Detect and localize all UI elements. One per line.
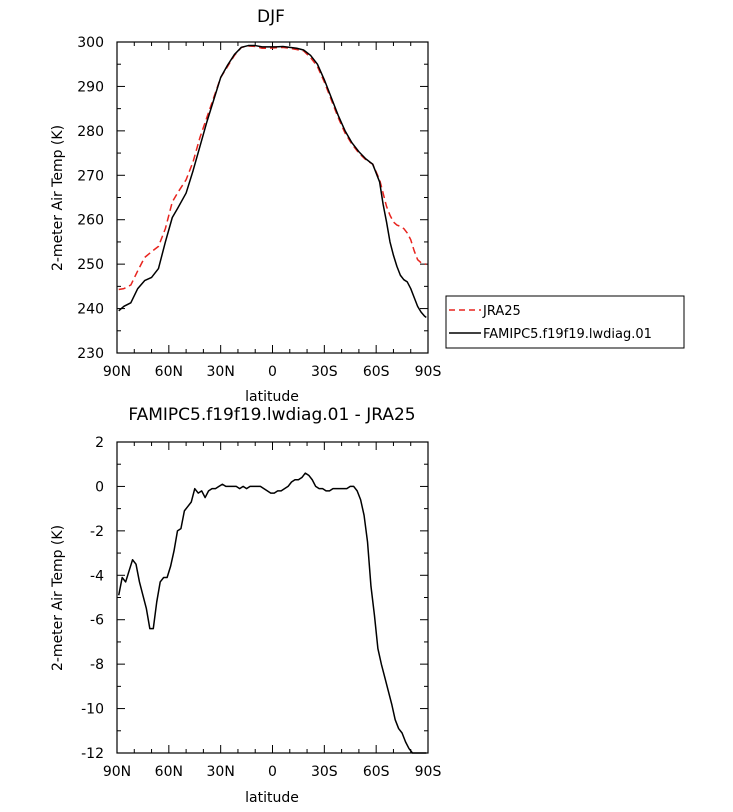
- y-tick-label: 300: [77, 35, 104, 51]
- y-tick-label: -2: [90, 524, 104, 540]
- y-tick-label: 280: [77, 124, 104, 140]
- x-tick-label: 30S: [311, 764, 338, 780]
- bottom-tick-labels: 90N 60N 30N 0 30S 60S 90S -12 -10 -8 -6 -4 -2 0 2: [81, 435, 441, 780]
- legend-label-model: FAMIPC5.f19f19.lwdiag.01: [483, 327, 652, 342]
- legend: JRA25 FAMIPC5.f19f19.lwdiag.01: [445, 295, 685, 349]
- y-tick-label: 230: [77, 346, 104, 362]
- y-tick-label: 260: [77, 213, 104, 229]
- top-title: DJF: [257, 7, 285, 27]
- x-tick-label: 0: [268, 364, 277, 380]
- bottom-plot-frame: [116, 441, 429, 754]
- y-tick-label: -4: [90, 568, 104, 584]
- y-tick-label: -8: [90, 657, 104, 673]
- series-line-famipc5-f19f19-lwdiag-01: [118, 44, 427, 319]
- y-tick-label: -6: [90, 613, 104, 629]
- x-tick-label: 90S: [415, 364, 442, 380]
- bottom-axis-ticks: [116, 441, 429, 754]
- x-tick-label: 30S: [311, 364, 338, 380]
- bottom-panel: FAMIPC5.f19f19.lwdiag.01 - JRA25 90N 60N 3…: [50, 405, 441, 806]
- bottom-xlabel: latitude: [245, 790, 299, 806]
- top-series-group: [118, 44, 427, 319]
- legend-label-jra25: JRA25: [482, 304, 521, 319]
- y-tick-label: 2: [95, 435, 104, 451]
- top-tick-labels: 90N 60N 30N 0 30S 60S 90S 230 240 250 260 270 280 290…: [77, 35, 441, 380]
- x-tick-label: 30N: [207, 764, 235, 780]
- y-tick-label: 240: [77, 302, 104, 318]
- y-tick-label: 250: [77, 257, 104, 273]
- bottom-ylabel: 2-meter Air Temp (K): [50, 525, 66, 671]
- y-tick-label: -12: [81, 746, 104, 762]
- x-tick-label: 30N: [207, 364, 235, 380]
- x-tick-label: 90N: [103, 764, 131, 780]
- bottom-title: FAMIPC5.f19f19.lwdiag.01 - JRA25: [128, 405, 415, 425]
- series-line-difference: [117, 472, 427, 754]
- x-tick-label: 60N: [155, 364, 183, 380]
- bottom-series-group: [117, 472, 427, 754]
- legend-box: [445, 295, 685, 349]
- y-tick-label: 0: [95, 479, 104, 495]
- x-tick-label: 60S: [363, 764, 390, 780]
- top-panel: DJF 90N 60N 30N 0 30S 60S 90S 230 240 250 260 270 28…: [50, 7, 685, 405]
- top-xlabel: latitude: [245, 389, 299, 405]
- x-tick-label: 60S: [363, 364, 390, 380]
- x-tick-label: 90N: [103, 364, 131, 380]
- top-plot-frame: [116, 41, 429, 354]
- x-tick-label: 60N: [155, 764, 183, 780]
- y-tick-label: 270: [77, 168, 104, 184]
- x-tick-label: 90S: [415, 764, 442, 780]
- top-ylabel: 2-meter Air Temp (K): [50, 125, 66, 271]
- y-tick-label: -10: [81, 702, 104, 718]
- y-tick-label: 290: [77, 79, 104, 95]
- series-line-jra25: [118, 45, 427, 291]
- x-tick-label: 0: [268, 764, 277, 780]
